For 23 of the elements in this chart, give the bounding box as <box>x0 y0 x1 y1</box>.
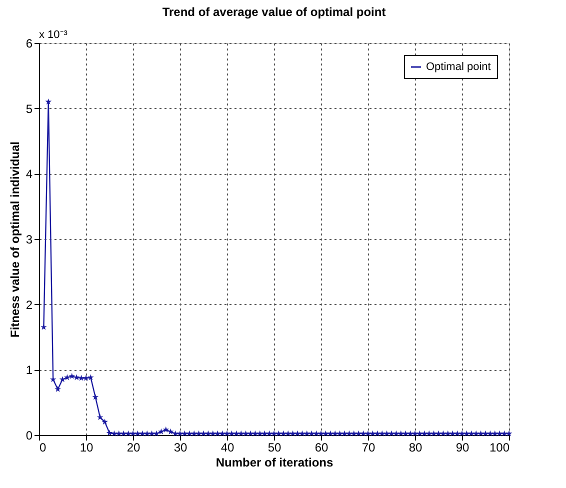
x-tick-label: 60 <box>314 440 328 454</box>
y-tick-label: 3 <box>26 232 33 246</box>
x-tick-label: 20 <box>126 440 140 454</box>
y-tick-label: 2 <box>26 298 33 312</box>
x-axis-title: Number of iterations <box>216 456 334 470</box>
y-tick-label: 4 <box>26 167 33 182</box>
y-tick-label: 6 <box>26 36 33 50</box>
y-tick-label: 1 <box>26 363 33 378</box>
y-tick-label: 0 <box>26 428 33 442</box>
x-tick-label: 40 <box>220 440 234 454</box>
x-tick-label: 80 <box>408 440 422 454</box>
x-tick-label: 100 <box>489 440 510 454</box>
x-tick-label: 70 <box>362 440 376 454</box>
x-tick-label: 90 <box>456 440 470 454</box>
y-tick-label: 5 <box>26 102 33 116</box>
legend-label: Optimal point <box>426 61 491 73</box>
chart-title: Trend of average value of optimal point <box>162 5 386 19</box>
text: x 10⁻³ <box>39 29 68 41</box>
y-axis-title: Fitness value of optimal individual <box>8 141 22 338</box>
x-tick-label: 0 <box>40 440 46 454</box>
x-tick-label: 30 <box>174 440 188 454</box>
x-tick-label: 10 <box>80 440 94 454</box>
x-tick-label: 50 <box>268 440 282 454</box>
